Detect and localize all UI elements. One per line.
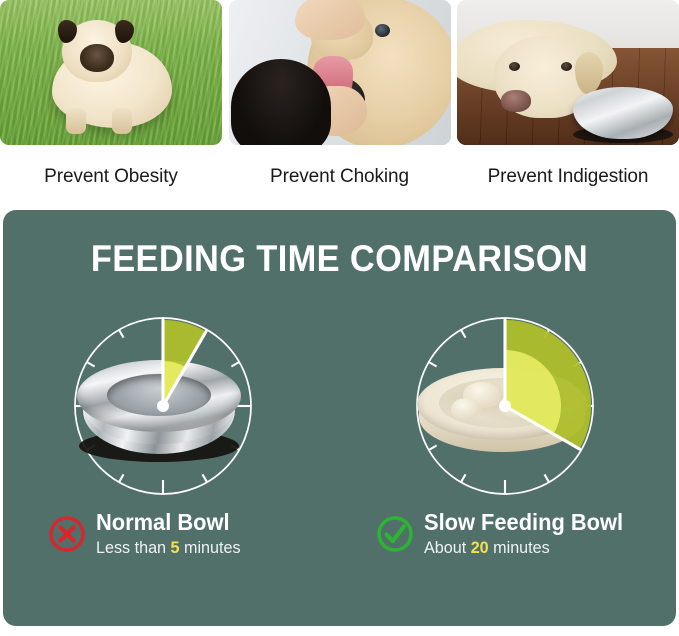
- human-hand-upper: [294, 0, 365, 40]
- photo-labrador-with-bowl: [457, 0, 679, 145]
- gauges-row: [3, 306, 676, 506]
- benefit-caption-obesity: Prevent Obesity: [44, 166, 178, 187]
- benefit-card-obesity: Prevent Obesity: [0, 0, 222, 196]
- photo-dog-choking-check: [228, 0, 451, 145]
- legend-text-normal: Normal Bowl Less than 5 minutes: [96, 509, 248, 559]
- retriever-eye: [374, 24, 390, 37]
- legend-text-slow: Slow Feeding Bowl About 20 minutes: [424, 509, 634, 559]
- person-head-back: [230, 59, 331, 145]
- legend-item-normal-bowl: Normal Bowl Less than 5 minutes: [47, 509, 248, 559]
- pug-front-leg-left: [66, 108, 86, 134]
- photo-overweight-pug: [0, 0, 222, 145]
- labrador-eye-left: [509, 62, 520, 71]
- panel-title: FEEDING TIME COMPARISON: [90, 238, 589, 279]
- pug-muzzle: [80, 44, 114, 72]
- benefits-row: Prevent Obesity Prevent Choking: [0, 0, 679, 196]
- benefit-caption-indigestion: Prevent Indigestion: [487, 166, 649, 187]
- legend-sub-suffix-normal: minutes: [179, 537, 241, 557]
- feeding-time-comparison-panel: FEEDING TIME COMPARISON: [3, 210, 676, 626]
- slow-feeding-bowl-gauge: [407, 306, 603, 506]
- legend-sub-suffix-slow: minutes: [488, 537, 550, 557]
- pug-ear-right: [115, 20, 134, 43]
- pug-front-leg-right: [112, 108, 132, 134]
- legend-sub-prefix-normal: Less than: [96, 537, 171, 557]
- benefit-caption-choking: Prevent Choking: [270, 166, 409, 187]
- legend-title-slow: Slow Feeding Bowl: [424, 509, 624, 535]
- benefit-card-indigestion: Prevent Indigestion: [457, 0, 679, 196]
- legend-title-normal: Normal Bowl: [96, 509, 230, 535]
- steel-bowl-photo: [573, 87, 673, 139]
- legend-sub-slow: About 20 minutes: [424, 537, 623, 559]
- legend-sub-value-normal: 5: [170, 537, 180, 557]
- gauge-dial-slow: [416, 317, 594, 495]
- legend-row: Normal Bowl Less than 5 minutes Slow Fee…: [3, 509, 676, 590]
- benefit-card-choking: Prevent Choking: [228, 0, 451, 196]
- labrador-eye-right: [561, 62, 572, 71]
- legend-sub-value-slow: 20: [470, 537, 489, 557]
- pug-ear-left: [58, 20, 77, 43]
- check-circle-icon: [377, 516, 413, 552]
- gauge-dial-normal: [74, 317, 252, 495]
- legend-item-slow-bowl: Slow Feeding Bowl About 20 minutes: [375, 509, 634, 559]
- legend-sub-normal: Less than 5 minutes: [96, 537, 241, 559]
- cross-circle-icon: [49, 516, 85, 552]
- normal-bowl-gauge: [65, 306, 261, 506]
- labrador-nose: [501, 90, 531, 112]
- legend-sub-prefix-slow: About: [424, 537, 471, 557]
